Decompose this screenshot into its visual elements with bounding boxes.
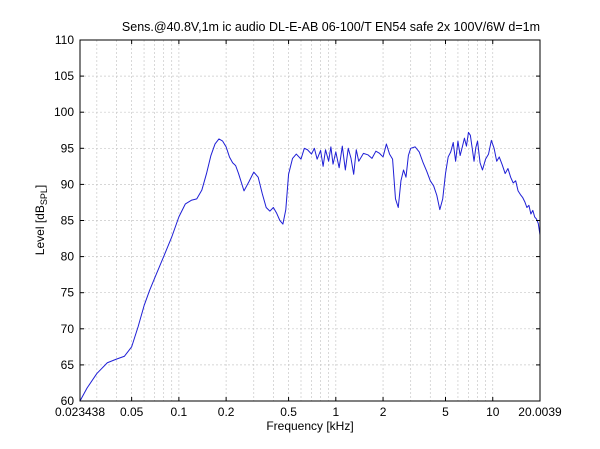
x-tick-label: 0.05 [120,405,144,419]
y-tick-label: 110 [55,33,74,47]
x-axis-ticks: 0.023438 0.05 0.1 0.2 0.5 1 2 5 10 20.0039 [55,40,562,419]
grid-lines [80,40,541,401]
y-axis-label: Level [dBSPL] [33,185,49,255]
x-tick-label: 0.023438 [55,405,105,419]
y-axis-label-main: Level [dB [33,205,47,255]
y-tick-label: 85 [61,214,75,228]
y-tick-label: 105 [54,69,74,83]
y-tick-label: 80 [61,250,75,264]
x-tick-label: 2 [380,405,387,419]
y-tick-label: 95 [61,141,75,155]
x-tick-label: 0.5 [280,405,297,419]
x-tick-label: 5 [442,405,449,419]
y-tick-label: 75 [61,286,75,300]
x-tick-label: 1 [332,405,339,419]
y-tick-label: 60 [61,394,75,408]
chart-title: Sens.@40.8V,1m ic audio DL-E-AB 06-100/T… [122,20,540,34]
y-tick-label: 90 [61,177,75,191]
response-curve-line [79,131,541,402]
x-tick-label: 10 [486,405,500,419]
y-tick-label: 65 [61,358,75,372]
y-axis-ticks: 60 65 70 75 80 85 90 95 100 105 110 [54,33,540,408]
y-tick-label: 100 [54,105,74,119]
y-tick-label: 70 [61,322,75,336]
y-axis-label-end: ] [33,185,47,188]
x-tick-label: 0.2 [218,405,235,419]
x-tick-label: 20.0039 [518,405,562,419]
x-tick-label: 0.1 [171,405,188,419]
x-axis-label: Frequency [kHz] [266,419,353,433]
y-axis-label-subscript: SPL [39,188,49,205]
